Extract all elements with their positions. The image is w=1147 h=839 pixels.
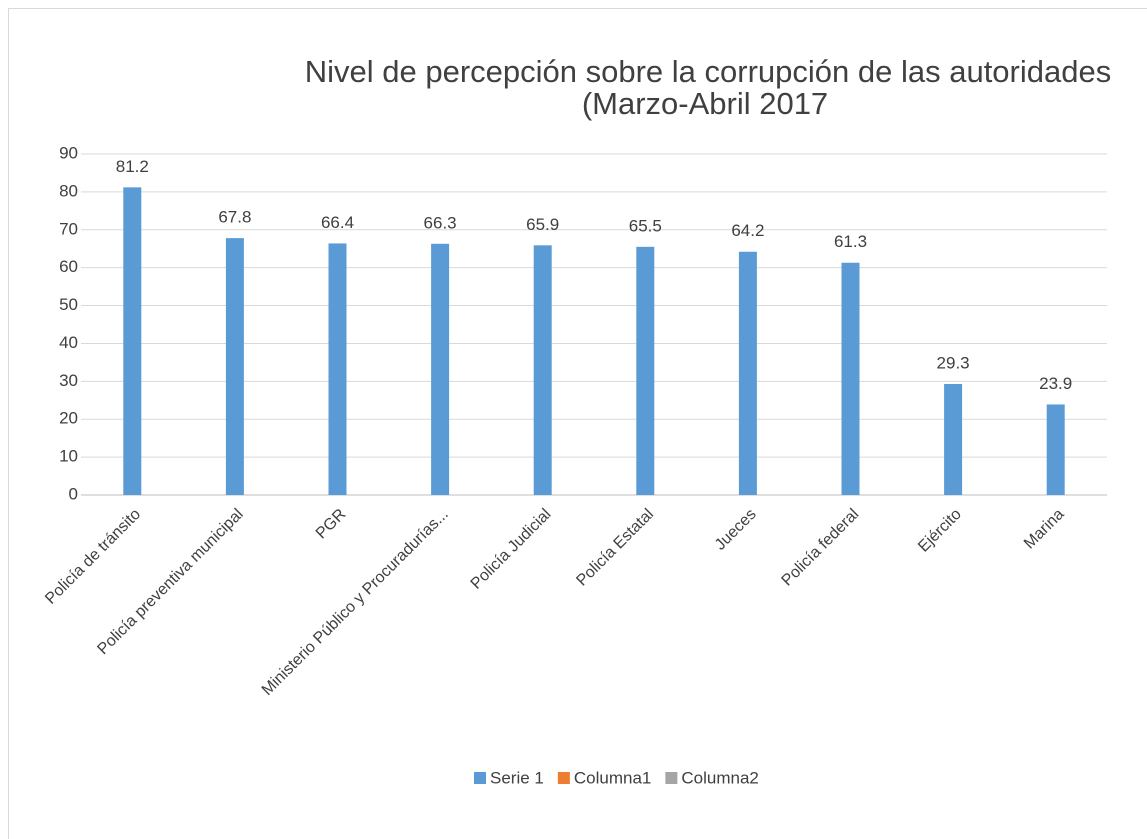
- y-tick-label: 70: [59, 219, 78, 238]
- bar: [225, 238, 244, 495]
- legend-label: Columna1: [574, 768, 652, 787]
- data-label: 66.3: [424, 213, 457, 232]
- y-tick-label: 40: [59, 333, 78, 352]
- legend-label: Serie 1: [490, 768, 544, 787]
- y-tick-label: 90: [59, 143, 78, 162]
- y-tick-label: 10: [59, 447, 78, 466]
- data-label: 67.8: [218, 208, 251, 227]
- chart-title: (Marzo-Abril 2017: [582, 86, 828, 121]
- bar: [123, 187, 142, 495]
- legend-swatch: [474, 772, 486, 784]
- legend-swatch: [665, 772, 678, 784]
- bar: [431, 243, 450, 495]
- data-label: 81.2: [116, 157, 149, 176]
- y-tick-label: 30: [59, 371, 78, 390]
- bar: [841, 262, 860, 495]
- data-label: 23.9: [1039, 374, 1072, 393]
- data-label: 29.3: [937, 353, 970, 372]
- bar: [738, 251, 757, 495]
- y-tick-label: 60: [59, 257, 78, 276]
- data-label: 65.9: [526, 215, 559, 234]
- chart-border: [8, 8, 1147, 839]
- y-tick-label: 80: [59, 181, 78, 200]
- bar: [1046, 404, 1065, 495]
- data-label: 65.5: [629, 216, 662, 235]
- chart-title: Nivel de percepción sobre la corrupción …: [305, 54, 1111, 89]
- data-label: 66.4: [321, 213, 354, 232]
- y-tick-label: 20: [59, 409, 78, 428]
- bar: [328, 243, 347, 495]
- bar: [533, 245, 552, 495]
- bar: [944, 383, 963, 495]
- legend-swatch: [557, 772, 570, 784]
- data-label: 61.3: [834, 232, 867, 251]
- y-tick-label: 0: [69, 484, 78, 503]
- bar: [636, 246, 655, 495]
- legend-label: Columna2: [681, 768, 759, 787]
- y-tick-label: 50: [59, 295, 78, 314]
- data-label: 64.2: [731, 221, 764, 240]
